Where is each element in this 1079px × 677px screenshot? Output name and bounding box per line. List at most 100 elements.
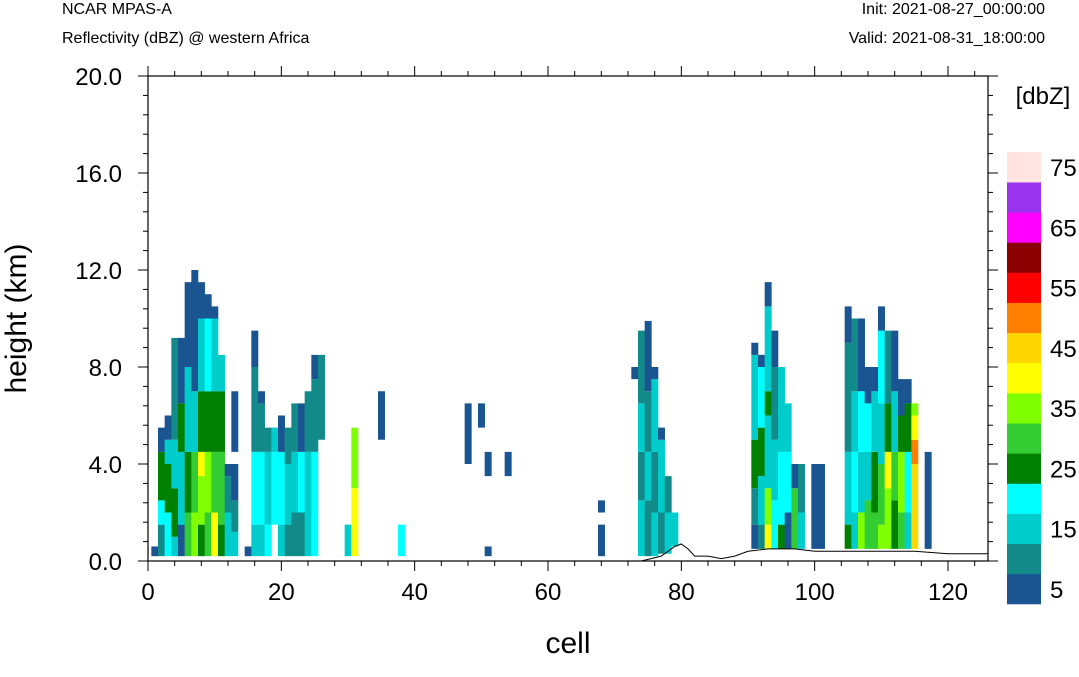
reflectivity-cell [878, 524, 885, 549]
reflectivity-cell [851, 512, 859, 549]
reflectivity-cell [751, 439, 759, 489]
reflectivity-cell [484, 546, 492, 557]
reflectivity-cell [271, 427, 279, 452]
reflectivity-cell [151, 546, 159, 557]
reflectivity-cell [258, 524, 265, 557]
reflectivity-cell [598, 500, 605, 513]
reflectivity-cell [198, 451, 205, 477]
reflectivity-cell [651, 367, 659, 380]
reflectivity-cell [791, 488, 799, 549]
reflectivity-cell [864, 403, 872, 452]
reflectivity-cell [298, 512, 305, 557]
reflectivity-cell [158, 451, 165, 501]
y-tick-label: 12.0 [75, 258, 122, 285]
reflectivity-cell [851, 318, 859, 392]
reflectivity-cell [198, 391, 205, 452]
reflectivity-cell [291, 451, 299, 513]
reflectivity-cell [224, 512, 232, 557]
reflectivity-cell [764, 524, 772, 549]
reflectivity-cell [478, 403, 485, 428]
reflectivity-cell [778, 451, 785, 525]
reflectivity-cell [164, 415, 172, 440]
reflectivity-cell [658, 439, 665, 513]
reflectivity-cell [224, 464, 232, 477]
colorbar-label: 35 [1050, 396, 1077, 423]
reflectivity-cell [184, 451, 192, 513]
x-tick-label: 0 [141, 579, 154, 606]
reflectivity-cell [198, 318, 205, 392]
reflectivity-cell [758, 354, 765, 368]
reflectivity-cell [764, 415, 772, 489]
reflectivity-cell [771, 330, 779, 368]
reflectivity-cell [858, 391, 865, 452]
reflectivity-cell [871, 391, 879, 452]
x-tick-label: 120 [928, 579, 968, 606]
reflectivity-cell [858, 512, 865, 549]
colorbar-swatch [1007, 513, 1041, 545]
reflectivity-cell [164, 512, 172, 557]
reflectivity-cell [171, 439, 179, 489]
reflectivity-cell [638, 451, 645, 501]
colorbar-swatch [1007, 152, 1041, 183]
reflectivity-cell [178, 337, 185, 404]
reflectivity-cell [878, 403, 885, 465]
reflectivity-cell [658, 512, 665, 554]
colorbar-label: 55 [1050, 276, 1077, 303]
reflectivity-cell [651, 451, 659, 513]
reflectivity-cell [204, 451, 212, 513]
reflectivity-cell [278, 524, 285, 557]
colorbar-swatch [1007, 272, 1041, 303]
reflectivity-cell [758, 427, 765, 477]
colorbar-swatch [1007, 393, 1041, 424]
reflectivity-cell [304, 391, 312, 452]
reflectivity-cell [231, 531, 239, 557]
reflectivity-cell [351, 488, 359, 557]
reflectivity-cell [291, 512, 299, 557]
reflectivity-cell [898, 451, 905, 513]
reflectivity-cell [284, 427, 292, 465]
reflectivity-cell [758, 367, 765, 428]
y-tick-label: 20.0 [75, 64, 122, 91]
colorbar-swatch [1007, 362, 1041, 394]
reflectivity-cell [298, 451, 305, 513]
model-name: NCAR MPAS-A [62, 1, 172, 18]
reflectivity-cell [178, 403, 185, 452]
reflectivity-cell [198, 524, 205, 557]
reflectivity-cell [871, 367, 879, 392]
reflectivity-cell [878, 464, 885, 525]
reflectivity-cell [344, 524, 352, 557]
reflectivity-cell [878, 306, 885, 331]
reflectivity-cell [651, 379, 659, 452]
colorbar-swatch [1007, 332, 1041, 364]
reflectivity-cell [191, 512, 199, 557]
reflectivity-cell [184, 512, 192, 557]
reflectivity-cell [158, 427, 165, 452]
colorbar-label: 75 [1050, 155, 1077, 182]
reflectivity-cell [211, 306, 219, 319]
reflectivity-cell [638, 330, 645, 404]
reflectivity-cell [398, 524, 405, 557]
reflectivity-cells [151, 270, 932, 557]
reflectivity-cell [898, 512, 905, 549]
reflectivity-cell [751, 354, 759, 440]
reflectivity-cell [758, 524, 765, 549]
reflectivity-cell [771, 500, 779, 549]
colorbar-unit-label: [dbZ] [1016, 83, 1071, 110]
reflectivity-cell [298, 403, 305, 452]
reflectivity-cell [218, 354, 225, 392]
reflectivity-cell [211, 318, 219, 392]
reflectivity-cell [898, 415, 905, 452]
reflectivity-cell [864, 500, 872, 549]
reflectivity-cell [871, 451, 879, 513]
reflectivity-cell [851, 451, 859, 513]
reflectivity-cell [204, 318, 212, 392]
reflectivity-cell [891, 391, 899, 452]
reflectivity-cell [318, 354, 325, 440]
reflectivity-cell [211, 512, 219, 557]
reflectivity-cell [751, 524, 759, 549]
colorbar: 5 15 25 35 45 55 65 75 [1007, 152, 1077, 605]
reflectivity-cell [278, 415, 285, 452]
y-axis-label: height (km) [0, 243, 33, 393]
reflectivity-cell [311, 354, 319, 380]
reflectivity-cell [884, 451, 892, 489]
